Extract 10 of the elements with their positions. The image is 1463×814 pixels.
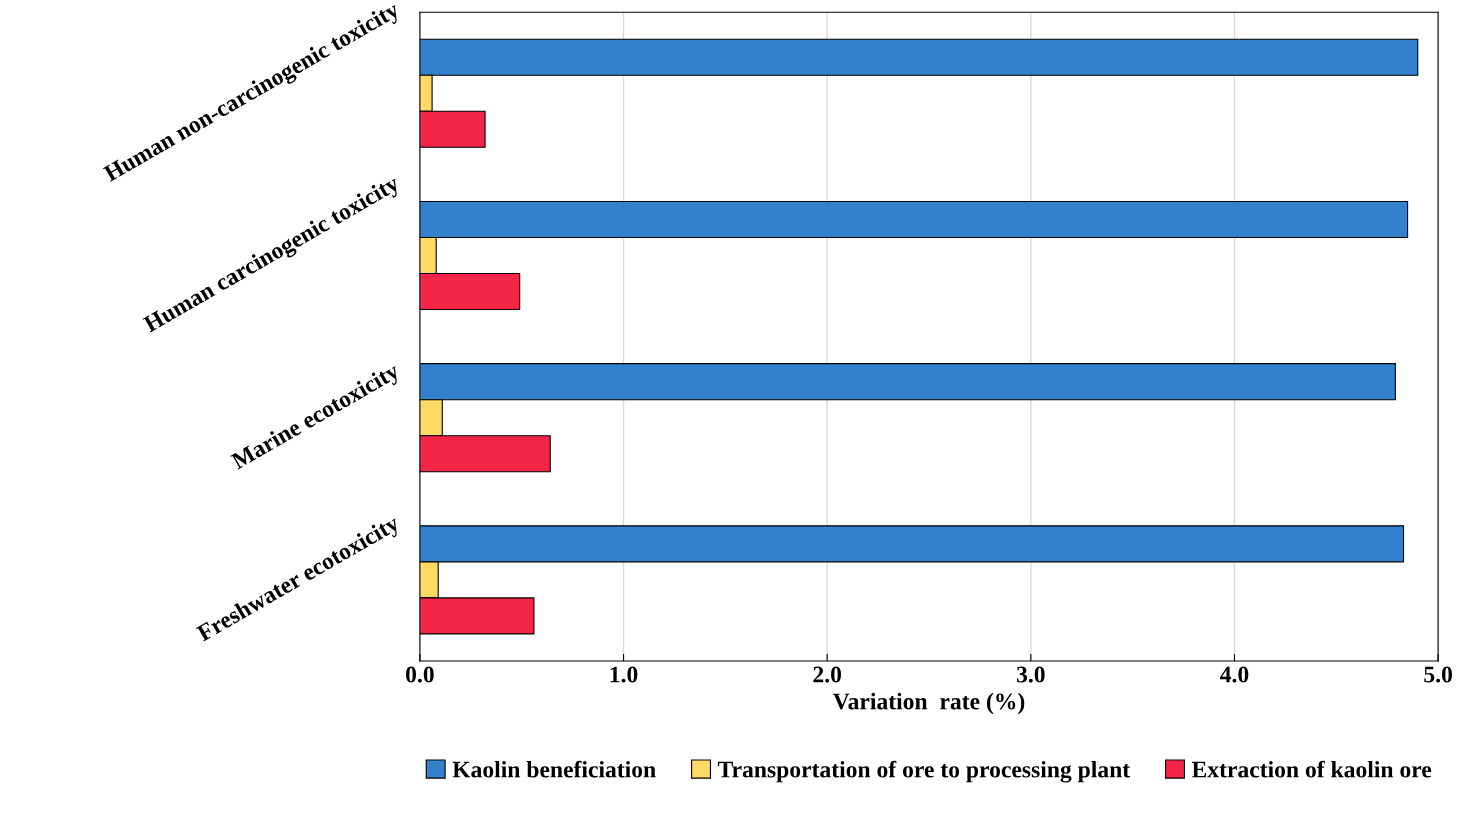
x-tick-label: 2.0: [813, 666, 842, 683]
legend-label: Kaolin beneficiation: [452, 760, 656, 778]
x-tick-label: 3.0: [1016, 666, 1045, 683]
x-tick-label: 0.0: [406, 666, 434, 683]
legend-label: Extraction of kaolin ore: [1191, 760, 1432, 778]
x-tick-label: 4.0: [1220, 666, 1249, 683]
x-tick-label: 1.0: [610, 666, 638, 683]
legend-label: Transportation of ore to processing plant: [717, 760, 1131, 783]
x-tick-label: 5.0: [1424, 666, 1452, 683]
x-axis-title: Variation rate (%): [832, 692, 1025, 715]
